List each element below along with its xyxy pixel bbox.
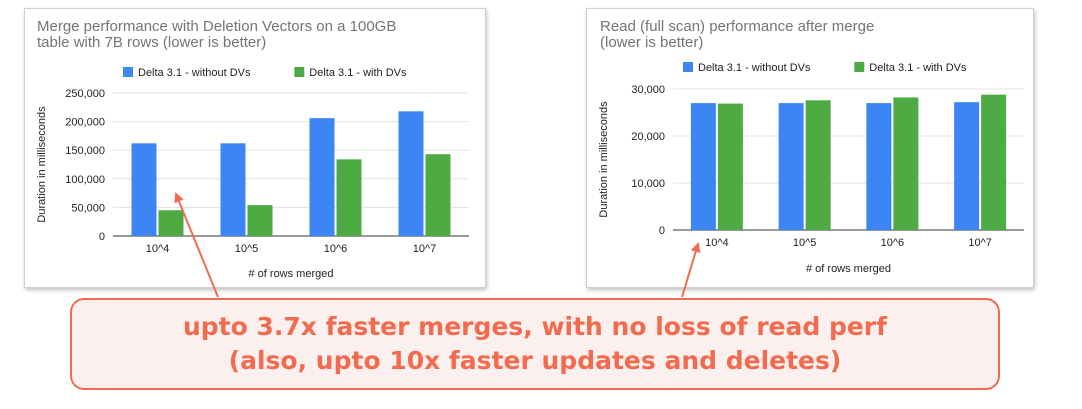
legend-label: Delta 3.1 - with DVs [309,67,407,79]
x-tick-label: 10^5 [793,237,817,249]
y-axis-label: Duration in milliseconds [36,106,48,223]
bar [805,100,831,230]
bar [220,143,246,236]
legend-swatch [123,67,133,77]
bar [981,94,1007,230]
y-tick-label: 100,000 [65,174,105,186]
legend-label: Delta 3.1 - with DVs [869,62,967,74]
bar [425,154,451,236]
x-tick-label: 10^4 [705,237,729,249]
callout-line-2: (also, upto 10x faster updates and delet… [228,346,842,375]
x-tick-label: 10^5 [235,243,259,255]
merge-performance-chart: Merge performance with Deletion Vectors … [24,8,486,288]
x-tick-label: 10^6 [324,243,348,255]
y-tick-label: 30,000 [631,84,665,96]
arrow-to-merge-chart [174,192,219,298]
bar [690,103,716,230]
x-tick-label: 10^7 [413,243,437,255]
x-tick-label: 10^6 [881,237,905,249]
y-tick-label: 200,000 [65,117,105,129]
bar [309,118,335,236]
arrow-to-read-chart [681,242,701,298]
y-tick-label: 20,000 [631,131,665,143]
bar [158,210,184,236]
legend-label: Delta 3.1 - without DVs [138,67,251,79]
y-tick-label: 250,000 [65,88,105,100]
legend-swatch [854,62,865,72]
bar [336,159,362,236]
bar [247,205,273,236]
chart-title-line: table with 7B rows (lower is better) [37,34,266,51]
y-tick-label: 150,000 [65,145,105,157]
legend-swatch [294,67,305,77]
read-performance-chart-svg: Read (full scan) performance after merge… [598,18,1024,275]
bar [866,103,892,230]
y-axis-label: Duration in milliseconds [598,101,610,218]
x-axis-label: # of rows merged [806,263,891,275]
x-tick-label: 10^7 [968,237,992,249]
x-tick-label: 10^4 [146,243,170,255]
y-tick-label: 0 [99,231,105,243]
y-tick-label: 10,000 [631,178,665,190]
read-performance-chart: Read (full scan) performance after merge… [586,8,1034,288]
bar [954,102,980,230]
summary-callout: upto 3.7x faster merges, with no loss of… [70,298,1000,390]
chart-title-line: (lower is better) [600,34,703,51]
chart-title-line: Read (full scan) performance after merge [600,18,874,35]
legend-swatch [683,62,693,72]
bar [893,97,919,231]
bar [131,143,157,236]
bar [717,103,743,230]
bar [398,111,424,236]
callout-line-1: upto 3.7x faster merges, with no loss of… [182,312,888,341]
y-tick-label: 0 [659,225,665,237]
legend-label: Delta 3.1 - without DVs [698,62,811,74]
y-tick-label: 50,000 [71,202,105,214]
chart-title-line: Merge performance with Deletion Vectors … [37,18,396,35]
merge-performance-chart-svg: Merge performance with Deletion Vectors … [36,18,469,280]
x-axis-label: # of rows merged [249,268,334,280]
bar [778,103,804,230]
